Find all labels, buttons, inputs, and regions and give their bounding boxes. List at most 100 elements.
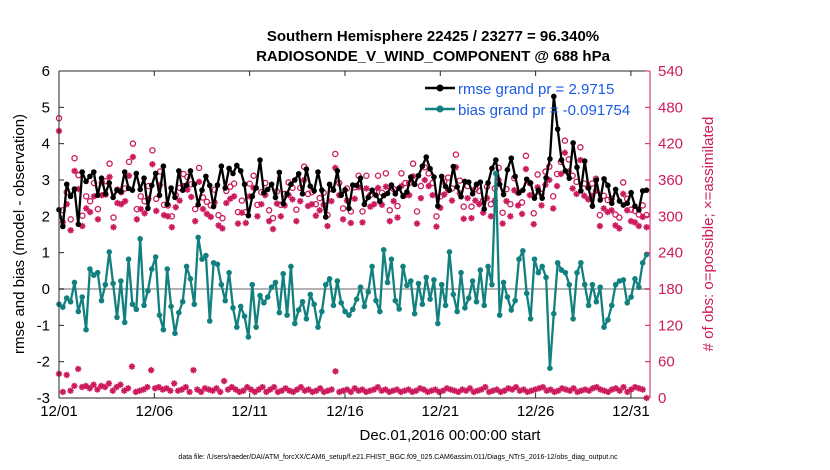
asterisk-stroke [582,386,588,393]
right-tick-label: 480 [658,99,683,116]
asterisk-stroke [635,223,642,229]
rmse-point [83,178,89,185]
obs-possible-marker [94,205,102,213]
obs-possible-marker [293,206,300,213]
obs-assimilated-marker [308,201,316,208]
asterisk-stroke [225,386,231,393]
asterisk-stroke [293,218,300,224]
bias-point [152,254,159,260]
asterisk-stroke [600,205,607,212]
asterisk-stroke [620,384,627,390]
obs-possible-marker [149,147,156,154]
bias-point [419,301,426,308]
asterisk-stroke [383,183,389,190]
asterisk-stroke [149,161,156,168]
bias-point [137,236,143,242]
obs-assimilated-low-marker [351,385,358,392]
obs-assimilated-marker [339,216,347,223]
obs-assimilated-marker [234,220,242,227]
asterisk-stroke [597,223,603,229]
obs-assimilated-low-marker [63,371,70,379]
asterisk-stroke [121,387,128,394]
obs-assimilated-marker [464,194,471,202]
rmse-point [554,126,561,132]
bias-point [249,281,256,288]
rmse-point [446,187,453,193]
bias-point [384,279,391,286]
obs-assimilated-marker [137,205,144,213]
asterisk-stroke [229,384,235,390]
asterisk-stroke [459,386,466,393]
asterisk-stroke [298,384,304,390]
obs-assimilated-low-marker [94,386,101,393]
asterisk-stroke [636,385,642,392]
left-tick-label: 1 [42,245,50,262]
obs-assimilated-low-marker [539,383,547,391]
asterisk-stroke [254,213,261,220]
bias-point [214,261,221,268]
asterisk-stroke [515,202,521,209]
obs-assimilated-low-marker [147,366,155,374]
obs-assimilated-marker [242,219,249,227]
obs-possible-marker [530,210,537,217]
obs-assimilated-low-marker [616,387,623,394]
obs-assimilated-marker [433,223,440,230]
asterisk-stroke [348,220,354,226]
rmse-point [168,185,174,191]
obs-possible-marker [452,151,460,158]
asterisk-stroke [540,384,546,390]
rmse-point [423,154,430,160]
asterisk-stroke [390,198,397,205]
bias-point [264,294,271,300]
rmse-point [369,187,375,193]
legend-rmse-marker [436,84,444,92]
rmse-point [129,187,136,193]
bias-point [520,248,526,254]
asterisk-stroke [440,387,446,394]
obs-assimilated-low-marker [374,383,381,391]
obs-assimilated-low-marker [167,387,174,394]
rmse-point [585,185,592,191]
obs-assimilated-marker [86,208,94,216]
rmse-point [415,172,422,179]
rmse-point [234,162,240,169]
rmse-point [152,170,159,177]
obs-assimilated-low-marker [190,366,197,374]
rmse-point [500,191,507,198]
bias-point [268,284,275,290]
obs-assimilated-low-marker [197,388,205,396]
rmse-point [145,205,151,212]
asterisk-stroke [71,383,78,389]
asterisk-stroke [182,384,189,390]
bias-point [585,302,592,309]
rmse-point [512,173,518,180]
asterisk-stroke [235,220,241,227]
bias-point [75,308,82,315]
asterisk-stroke [163,385,170,392]
rmse-point [384,190,391,197]
left-tick-label: -2 [37,354,50,371]
obs-assimilated-marker [487,213,495,220]
asterisk-stroke [613,385,619,392]
rmse-point [67,193,74,200]
rmse-point [160,163,167,169]
bias-point [326,276,333,282]
asterisk-stroke [297,198,304,205]
obs-possible-marker [409,160,417,167]
obs-assimilated-marker [316,207,323,214]
asterisk-stroke [227,195,234,202]
asterisk-stroke [379,202,385,208]
asterisk-stroke [573,191,580,197]
asterisk-stroke [165,213,171,220]
asterisk-stroke [94,386,101,393]
bias-point [272,279,279,286]
rmse-point [272,194,279,201]
obs-assimilated-marker [149,161,156,168]
rmse-point [520,187,526,193]
bias-point [446,249,453,255]
bias-point [183,263,190,270]
obs-assimilated-low-marker [59,388,67,396]
obs-possible-marker [219,214,226,222]
asterisk-stroke [305,386,312,393]
asterisk-stroke [519,211,525,217]
